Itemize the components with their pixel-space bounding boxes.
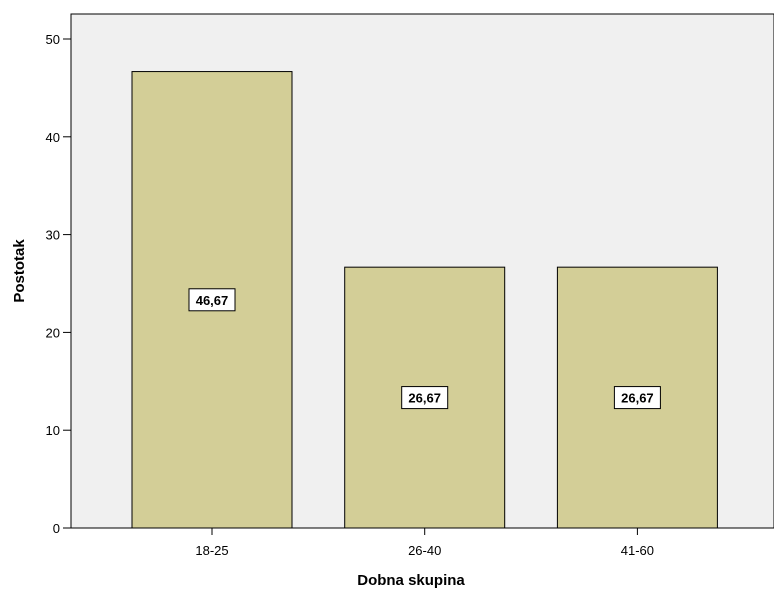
bars-group: 46,67 26,67 26,67 [131,71,718,529]
data-label-box [401,386,449,410]
y-axis-title: Postotak [11,239,28,303]
y-tick-label: 20 [46,325,60,340]
y-axis: 0 10 20 30 40 50 [46,14,72,536]
data-label-box [613,386,661,410]
x-axis-title: Dobna skupina [357,572,465,589]
x-tick-label: 18-25 [195,543,228,558]
x-tick-label: 41-60 [621,543,654,558]
data-label: 26,67 [621,391,654,406]
x-axis: 18-25 26-40 41-60 [71,527,774,558]
y-tick-label: 50 [46,32,60,47]
y-tick-label: 30 [46,228,60,243]
data-label-box [188,288,236,312]
data-label: 26,67 [408,391,441,406]
y-tick-label: 10 [46,423,60,438]
y-tick-label: 40 [46,130,60,145]
x-tick-label: 26-40 [408,543,441,558]
y-tick-label: 0 [53,521,60,536]
data-label: 46,67 [196,293,229,308]
